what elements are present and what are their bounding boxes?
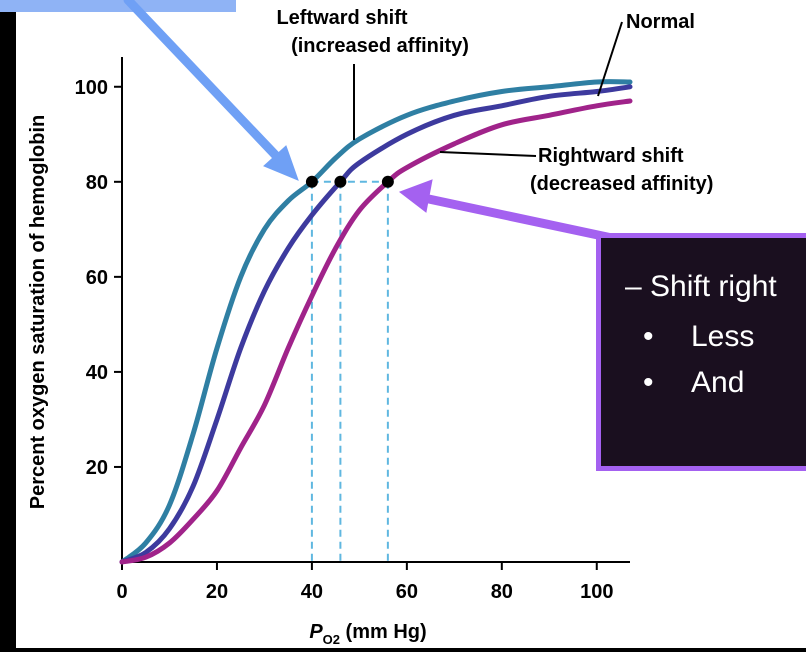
y-axis-label: Percent oxygen saturation of hemoglobin	[27, 115, 49, 510]
purple-arrow-shaft	[419, 193, 617, 243]
callout-box: – Shift right • Less • And	[596, 233, 806, 471]
rightward-leader	[439, 151, 537, 157]
arrows	[123, 0, 617, 243]
normal-label: Normal	[626, 11, 695, 33]
axes: 0 20 40 60 80 100 20 40 60 80 100	[75, 57, 630, 603]
leftward-label-line1: Leftward shift	[276, 7, 407, 29]
markers	[305, 175, 394, 188]
x-tick-label-60: 60	[396, 581, 418, 603]
blue-arrow-shaft	[123, 0, 287, 167]
rightward-label-line2: (decreased affinity)	[530, 173, 713, 195]
y-tick-label-60: 60	[86, 267, 108, 289]
rightward-label-line1: Rightward shift	[538, 145, 684, 167]
x-tick-label-0: 0	[116, 581, 127, 603]
top-callout-box	[0, 0, 236, 12]
normal-leader	[597, 21, 623, 97]
leftward-label-line2: (increased affinity)	[291, 35, 469, 57]
curve-series-2	[119, 98, 633, 565]
curve-series-1	[119, 84, 633, 565]
bullet-dot: •	[643, 366, 654, 399]
x-axis-label-p: P	[309, 621, 323, 643]
x-tick-label-100: 100	[580, 581, 613, 603]
x-tick-label-40: 40	[301, 581, 323, 603]
callout-bullet-1: • Less	[643, 320, 754, 354]
x-axis-label-unit: (mm Hg)	[340, 621, 427, 643]
y-tick-label-20: 20	[86, 457, 108, 479]
marker-point-1	[334, 175, 347, 188]
callout-line1: – Shift right	[625, 270, 777, 303]
annotations: Leftward shift (increased affinity) Norm…	[27, 7, 713, 647]
y-tick-label-80: 80	[86, 172, 108, 194]
marker-point-2	[381, 175, 394, 188]
y-tick-label-40: 40	[86, 362, 108, 384]
guide-lines	[310, 180, 389, 562]
y-tick-label-100: 100	[75, 77, 108, 99]
marker-point-0	[305, 175, 318, 188]
purple-arrow-head	[398, 179, 433, 213]
bullet-dot: •	[643, 320, 654, 353]
callout-bullet-2-text: And	[691, 366, 745, 399]
x-axis-label-sub: O2	[323, 632, 340, 647]
x-tick-label-80: 80	[491, 581, 513, 603]
blue-arrow-head	[263, 145, 299, 181]
callout-bullet-2: • And	[643, 366, 744, 400]
x-tick-label-20: 20	[206, 581, 228, 603]
callout-bullet-1-text: Less	[691, 320, 755, 353]
x-axis-label: PO2 (mm Hg)	[309, 621, 426, 647]
